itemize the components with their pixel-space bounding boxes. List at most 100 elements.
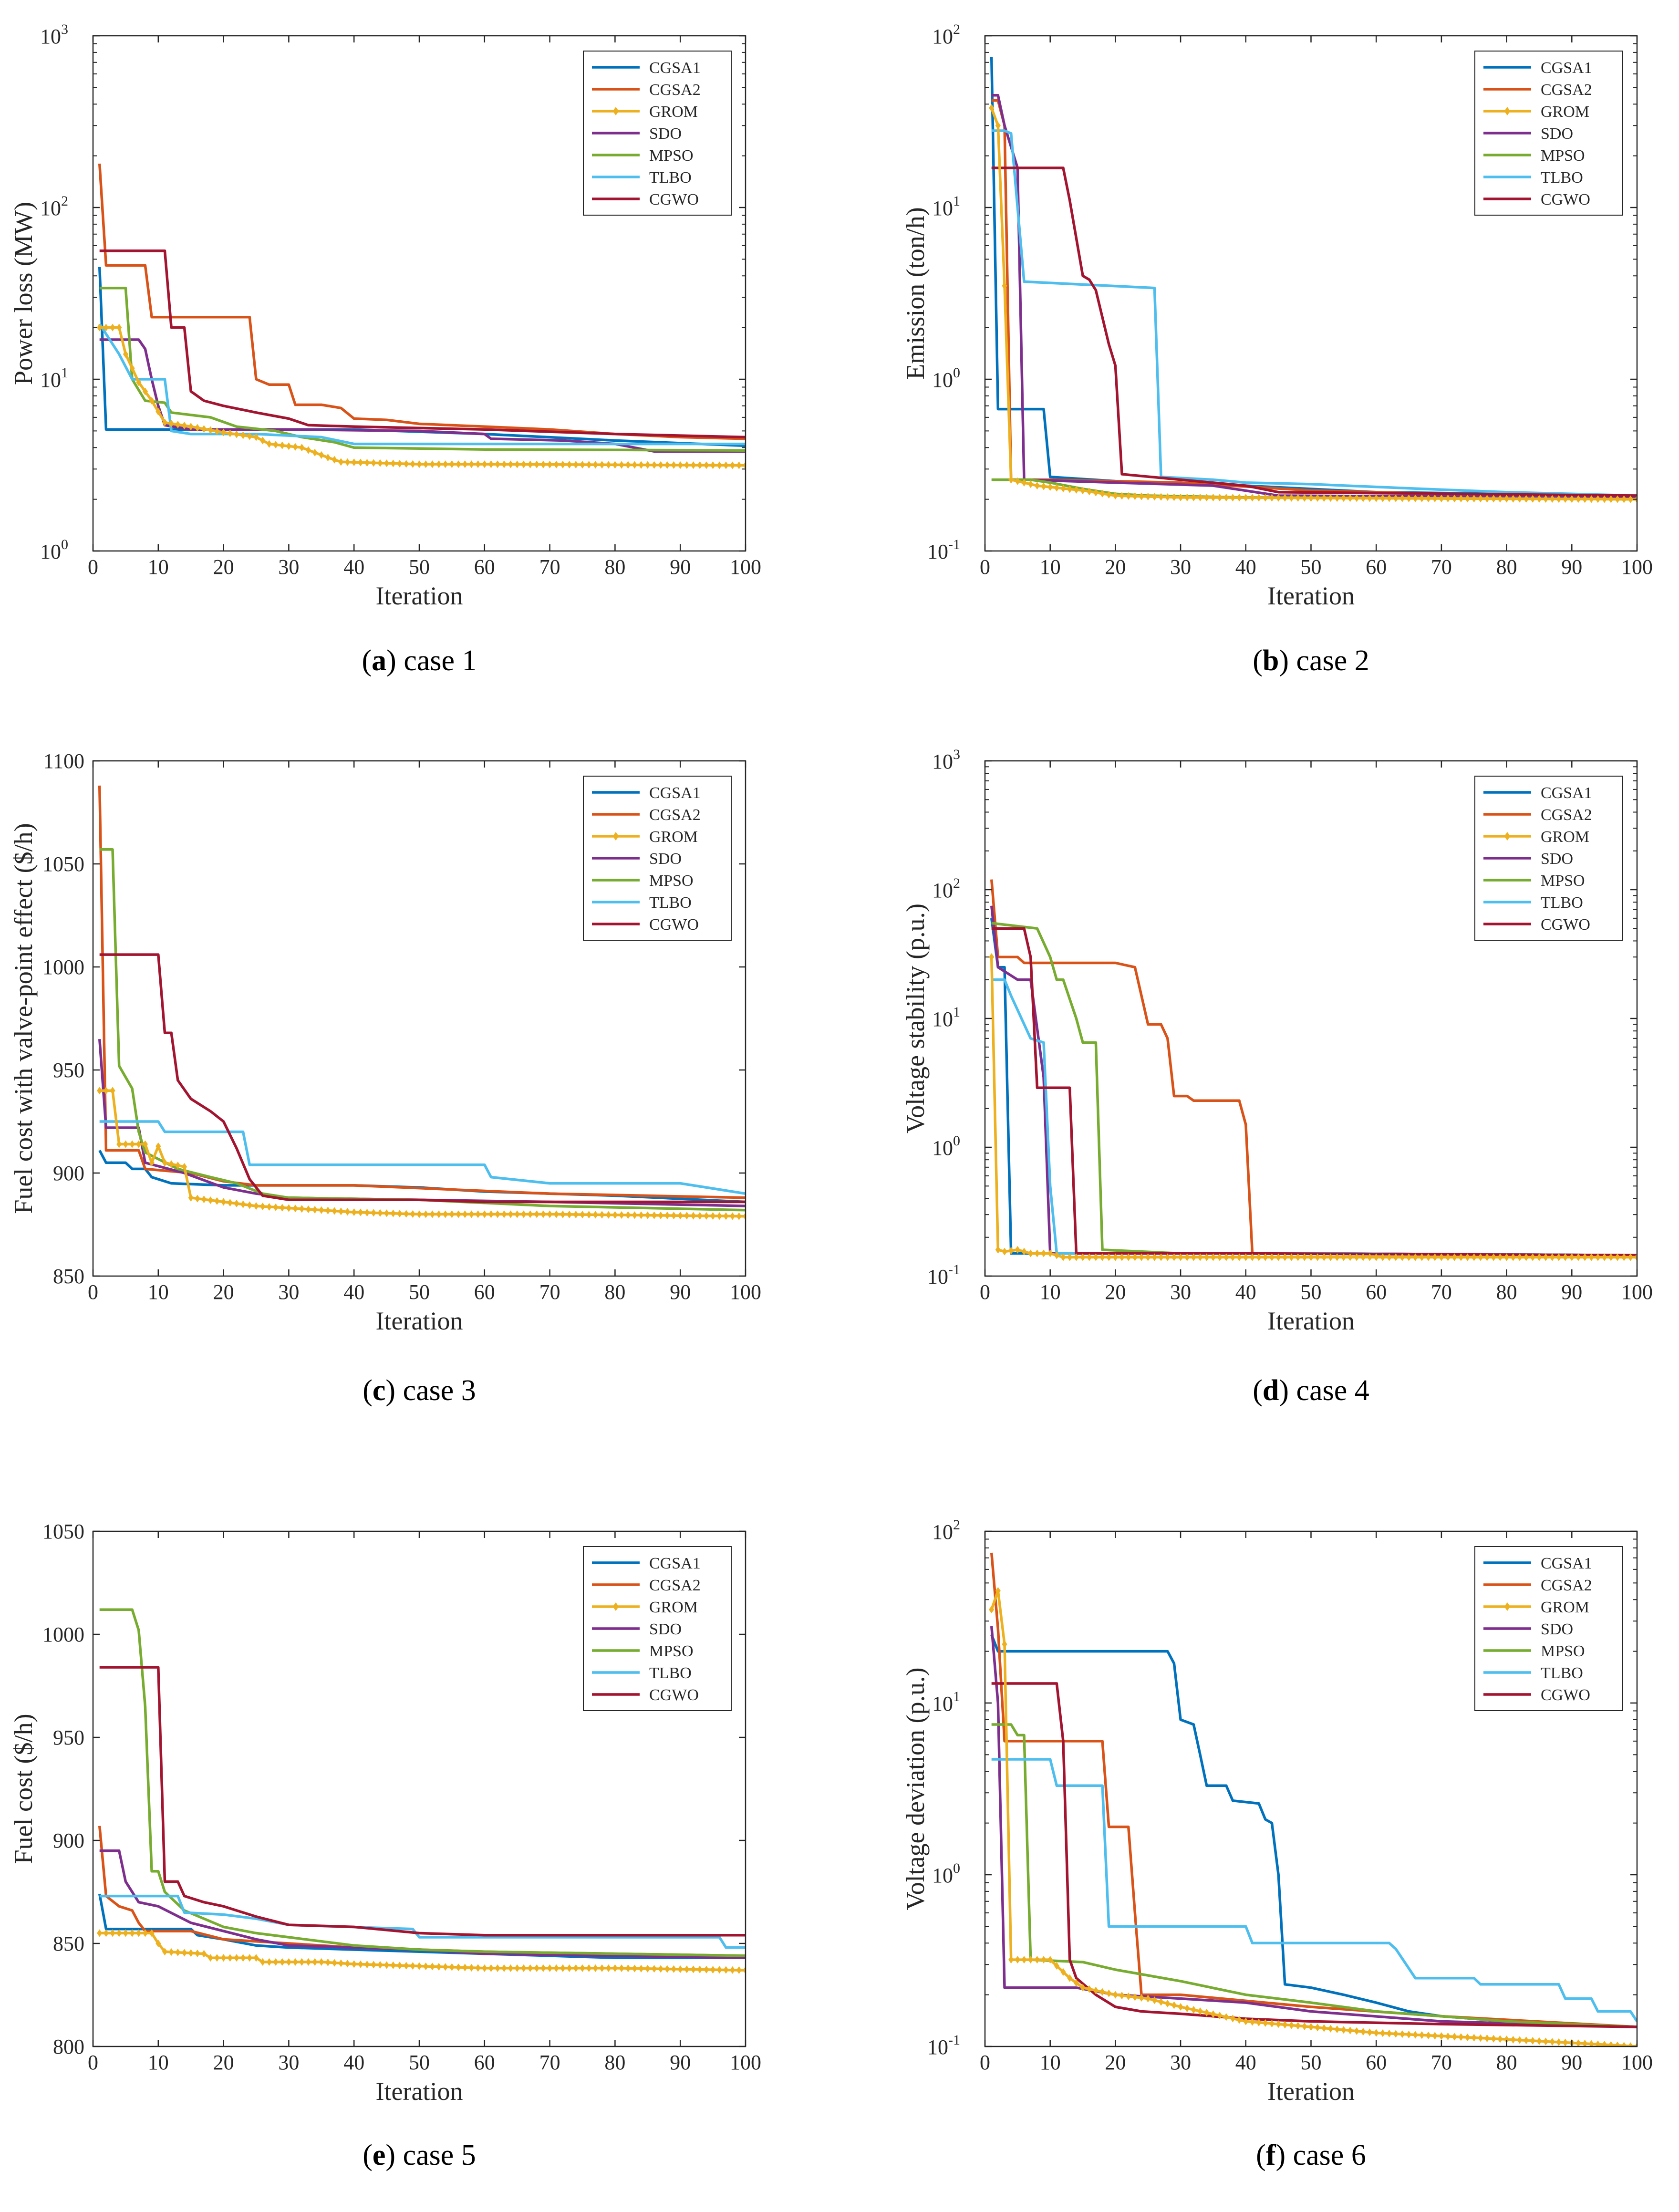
x-tick-label: 40 — [1235, 2051, 1256, 2074]
y-tick-label: 850 — [53, 1932, 84, 1955]
grom-marker — [690, 1212, 696, 1220]
series-line-cgsa2 — [990, 879, 1637, 1257]
grom-marker — [1451, 1253, 1457, 1261]
grom-marker — [462, 1963, 468, 1972]
legend: CGSA1 CGSA2 GROM SDO MPSO TLBO CGWO — [583, 51, 732, 216]
series-line-cgwo — [99, 953, 746, 1204]
grom-marker — [1347, 1253, 1353, 1261]
grom-marker — [1178, 493, 1183, 501]
grom-marker — [1041, 1249, 1047, 1257]
grom-marker — [1132, 492, 1138, 500]
grom-marker — [195, 424, 200, 432]
grom-marker — [1112, 1253, 1118, 1261]
grom-marker — [1608, 2041, 1614, 2046]
grom-marker — [305, 1958, 311, 1966]
grom-markers — [97, 1087, 746, 1220]
grom-marker — [995, 1246, 1001, 1254]
legend-label: TLBO — [649, 894, 692, 912]
x-tick-label: 20 — [1105, 1280, 1126, 1304]
grom-marker — [1223, 494, 1229, 502]
grom-marker — [677, 1965, 683, 1973]
grom-marker — [704, 461, 709, 469]
grom-marker — [142, 1929, 148, 1937]
grom-marker — [1295, 1253, 1301, 1261]
grom-marker — [1275, 1253, 1281, 1261]
legend-label: MPSO — [649, 147, 694, 165]
caption-letter: c — [373, 1374, 386, 1407]
grom-marker — [221, 1954, 227, 1962]
grom-marker — [527, 1210, 533, 1218]
grom-marker — [730, 461, 736, 469]
grom-marker — [1054, 1251, 1059, 1259]
legend-label: CGSA2 — [649, 806, 701, 824]
x-tick-label: 70 — [1431, 555, 1452, 579]
grom-marker — [527, 1964, 533, 1972]
grom-marker — [710, 461, 716, 469]
x-tick-label: 50 — [409, 555, 430, 579]
grom-marker — [1627, 495, 1633, 503]
grom-marker — [1432, 1253, 1438, 1261]
grom-marker — [1269, 494, 1275, 502]
grom-marker — [1588, 1253, 1594, 1261]
grom-marker — [1302, 1253, 1307, 1261]
grom-marker — [1230, 494, 1236, 502]
grom-marker — [1341, 1253, 1347, 1261]
grom-marker — [266, 1203, 272, 1211]
grom-marker — [540, 1210, 546, 1218]
grom-marker — [1106, 1253, 1112, 1261]
grom-marker — [1028, 480, 1034, 488]
grom-marker — [305, 446, 311, 454]
x-tick-label: 90 — [1561, 1280, 1582, 1304]
legend-label: TLBO — [1541, 169, 1583, 187]
grom-marker — [1621, 495, 1627, 503]
grom-marker — [1151, 1253, 1158, 1261]
grom-marker — [136, 378, 142, 386]
grom-marker — [619, 461, 624, 469]
grom-marker — [149, 396, 155, 405]
y-tick-label: 950 — [53, 1059, 84, 1082]
grom-marker — [1575, 1253, 1581, 1261]
x-tick-label: 20 — [213, 555, 234, 579]
grom-marker — [1295, 494, 1301, 502]
grom-marker — [1282, 494, 1288, 502]
grom-marker — [606, 461, 611, 469]
chart-panel-a: 0 10 20 30 40 50 60 70 80 90 100 100 101 102 103 Iterat… — [9, 21, 761, 677]
grom-marker — [1354, 494, 1359, 502]
grom-marker — [468, 460, 475, 468]
legend-label: CGSA2 — [1541, 806, 1592, 824]
grom-marker — [1282, 2021, 1288, 2029]
grom-marker — [1099, 1988, 1105, 1996]
grom-marker — [1028, 1249, 1034, 1257]
legend-label: CGSA2 — [1541, 81, 1592, 99]
grom-marker — [260, 1202, 266, 1210]
grom-marker — [592, 461, 598, 469]
grom-marker — [1491, 1253, 1496, 1261]
grom-marker — [1615, 2041, 1620, 2046]
chart-panel-f: 0 10 20 30 40 50 60 70 80 90 100 10-1 100 101 102 Itera… — [901, 1517, 1653, 2171]
grom-marker — [586, 1964, 592, 1972]
x-tick-label: 50 — [409, 1280, 430, 1304]
x-tick-label: 0 — [980, 2051, 990, 2074]
grom-marker — [599, 461, 605, 469]
grom-marker — [1236, 1253, 1242, 1261]
grom-marker — [508, 1964, 514, 1972]
grom-marker — [404, 460, 409, 468]
grom-marker — [1054, 1962, 1059, 1970]
grom-marker — [1047, 1249, 1053, 1257]
grom-marker — [1530, 495, 1535, 503]
grom-marker — [175, 1948, 181, 1956]
grom-marker — [1080, 1253, 1086, 1261]
grom-marker — [1321, 1253, 1327, 1261]
grom-marker — [273, 1958, 279, 1966]
grom-marker — [1145, 492, 1151, 500]
x-tick-label: 20 — [1105, 2051, 1126, 2074]
y-tick-label: 1050 — [42, 852, 84, 876]
grom-marker — [482, 1210, 487, 1218]
grom-marker — [1608, 1253, 1614, 1261]
x-tick-label: 10 — [148, 2051, 169, 2074]
grom-marker — [207, 1954, 213, 1962]
grom-marker — [1223, 2013, 1229, 2021]
grom-marker — [188, 1949, 194, 1957]
grom-marker — [305, 1205, 311, 1214]
grom-marker — [286, 1958, 291, 1966]
